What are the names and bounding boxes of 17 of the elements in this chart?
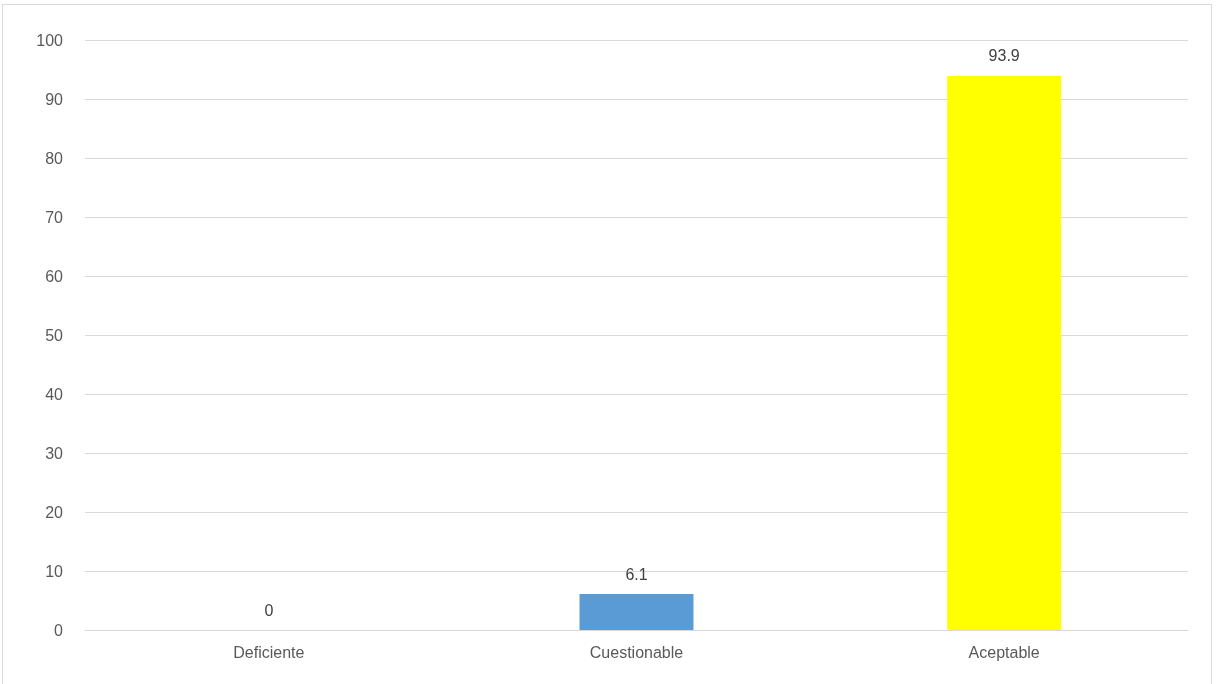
y-tick-label: 100 bbox=[36, 31, 64, 49]
y-tick-label: 70 bbox=[45, 208, 64, 226]
y-tick-label: 90 bbox=[45, 90, 64, 108]
x-tick-label: Aceptable bbox=[968, 643, 1040, 661]
y-tick-label: 50 bbox=[45, 326, 64, 344]
x-tick-label: Deficiente bbox=[233, 643, 305, 661]
y-tick-label: 40 bbox=[45, 385, 64, 403]
y-tick-label: 80 bbox=[45, 149, 64, 167]
data-label: 6.1 bbox=[625, 565, 648, 583]
y-tick-label: 10 bbox=[45, 562, 64, 580]
y-tick-label: 30 bbox=[45, 444, 64, 462]
data-label: 93.9 bbox=[988, 47, 1020, 65]
y-tick-label: 60 bbox=[45, 267, 64, 285]
y-tick-label: 0 bbox=[54, 621, 64, 639]
y-tick-label: 20 bbox=[45, 503, 64, 521]
x-tick-label: Cuestionable bbox=[589, 643, 684, 661]
data-label: 0 bbox=[264, 601, 274, 619]
